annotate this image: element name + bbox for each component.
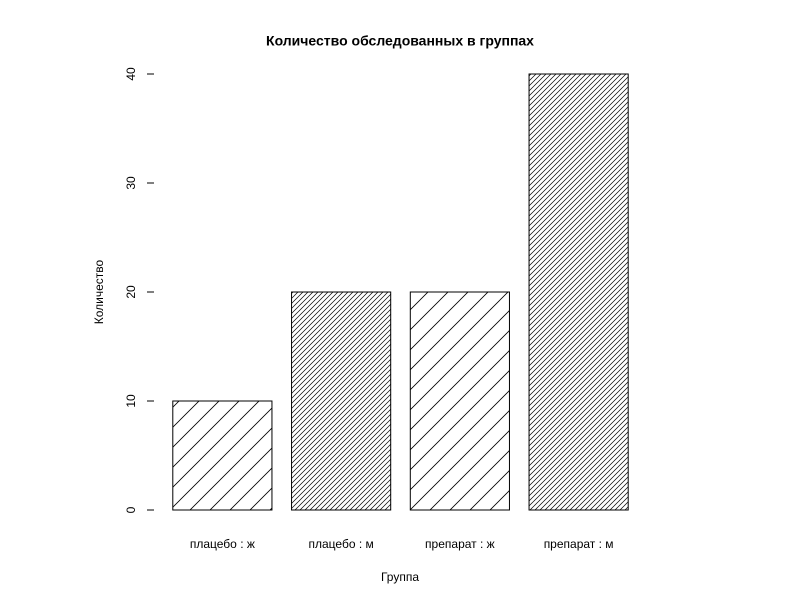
y-tick-label: 30	[124, 176, 138, 190]
x-axis-label: Группа	[381, 570, 419, 584]
y-tick-label: 20	[124, 285, 138, 299]
x-tick-label: плацебо : ж	[190, 537, 255, 551]
x-tick-label: препарат : ж	[425, 537, 495, 551]
y-tick-label: 40	[124, 67, 138, 81]
y-axis-label: Количество	[92, 259, 106, 324]
y-tick-label: 10	[124, 394, 138, 408]
bar	[172, 400, 273, 511]
bar	[291, 291, 392, 511]
bar	[409, 291, 510, 511]
x-tick-label: препарат : м	[544, 537, 614, 551]
x-tick-label: плацебо : м	[309, 537, 374, 551]
chart-title: Количество обследованных в группах	[266, 33, 534, 49]
y-tick-label: 0	[124, 506, 138, 513]
bar	[528, 73, 629, 511]
